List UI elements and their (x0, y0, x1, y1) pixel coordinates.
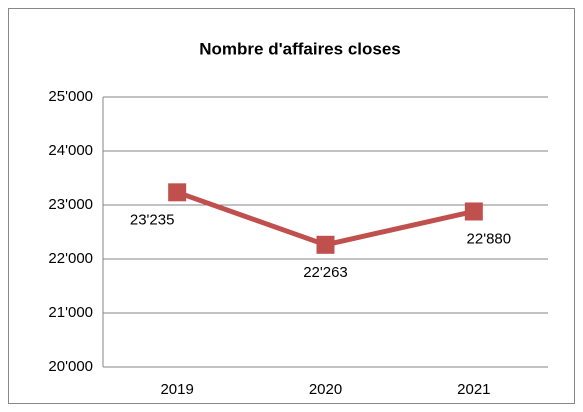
y-tick-label: 23'000 (48, 196, 93, 213)
marker (464, 202, 483, 221)
y-tick-label: 20'000 (48, 358, 93, 375)
y-tick-label: 24'000 (48, 142, 93, 159)
chart-border (8, 8, 575, 404)
y-tick-label: 22'000 (48, 250, 93, 267)
marker (316, 235, 335, 254)
marker (168, 183, 187, 202)
data-label: 22'880 (467, 230, 512, 247)
x-tick-label: 2020 (309, 381, 342, 398)
y-tick-label: 25'000 (48, 88, 93, 105)
data-label: 23'235 (130, 211, 175, 228)
chart-title: Nombre d'affaires closes (199, 39, 401, 58)
data-label: 22'263 (303, 264, 348, 281)
x-tick-label: 2019 (160, 381, 193, 398)
y-tick-label: 21'000 (48, 304, 93, 321)
x-tick-label: 2021 (457, 381, 490, 398)
